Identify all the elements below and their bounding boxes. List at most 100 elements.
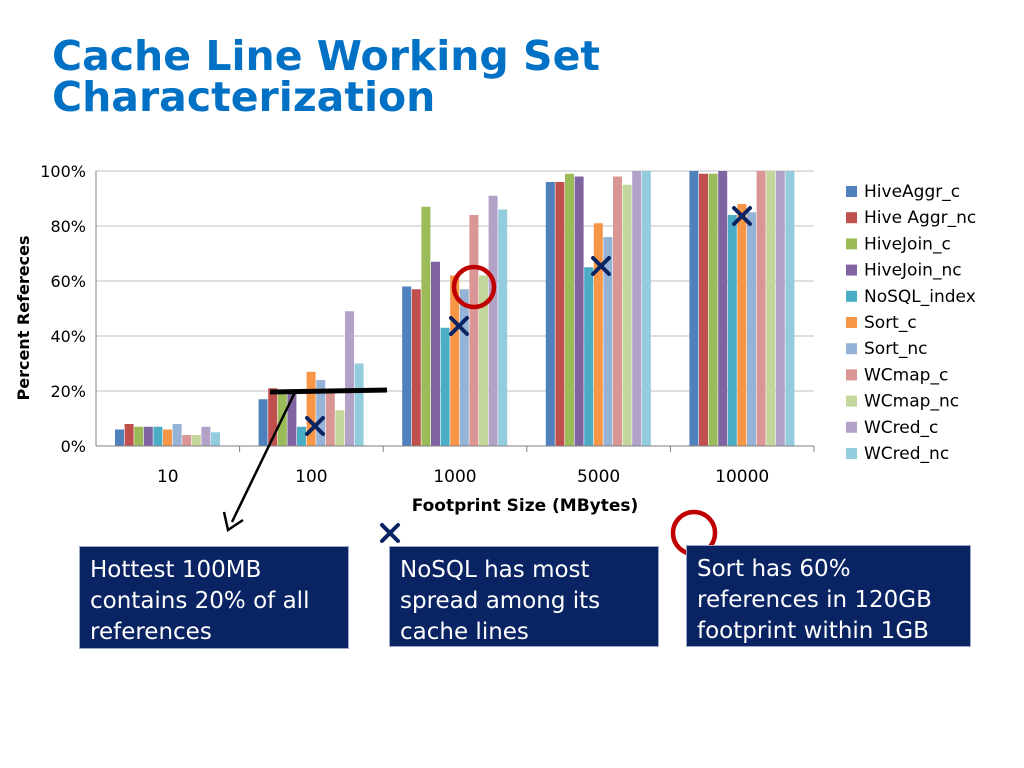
- cross-mark: [380, 523, 400, 543]
- y-axis-title: Percent Refereces: [14, 236, 33, 401]
- legend-entry: WCmap_nc: [864, 392, 959, 412]
- legend-entry: WCred_nc: [864, 444, 949, 464]
- legend-swatch: [846, 317, 857, 328]
- arrow-shaft: [230, 391, 297, 523]
- marker-line: [269, 387, 388, 395]
- bar: [191, 435, 201, 446]
- bar: [593, 223, 603, 446]
- legend-swatch: [846, 186, 857, 197]
- bar: [431, 261, 440, 446]
- bar: [201, 426, 211, 446]
- legend-swatch: [846, 395, 857, 407]
- bar: [727, 215, 737, 446]
- cross-stroke: [732, 206, 752, 226]
- bar: [134, 426, 144, 446]
- slide-title: Cache Line Working Set Characterization: [52, 36, 600, 118]
- callout-line: contains 20% of all: [90, 588, 310, 614]
- bar: [316, 380, 326, 446]
- legend-entry: WCred_c: [864, 418, 938, 438]
- legend-swatch: [846, 264, 857, 276]
- callout-line: references in 120GB: [697, 587, 932, 613]
- bar: [258, 399, 268, 446]
- bar: [124, 424, 134, 446]
- callout-line: NoSQL has most: [400, 557, 590, 583]
- bar: [172, 424, 182, 446]
- callout-hottest-100mb: Hottest 100MB contains 20% of all refere…: [79, 546, 349, 649]
- y-tick-label: 60%: [50, 272, 86, 291]
- bar: [737, 204, 747, 446]
- cross-stroke: [380, 523, 400, 543]
- slide-title-line-2: Characterization: [52, 73, 436, 121]
- bar: [641, 171, 651, 446]
- legend-swatch: [846, 290, 857, 302]
- cross-stroke: [305, 416, 325, 436]
- bar: [354, 363, 364, 446]
- x-tick-label: 1000: [433, 467, 476, 487]
- cross-stroke: [449, 316, 469, 336]
- bar: [785, 171, 795, 446]
- bar: [718, 171, 728, 446]
- legend-swatch: [846, 369, 857, 381]
- bar: [747, 212, 756, 446]
- bar: [297, 426, 306, 446]
- bar: [574, 176, 584, 446]
- slide-title-line-1: Cache Line Working Set: [52, 32, 600, 80]
- bar: [479, 275, 488, 446]
- bar: [613, 176, 622, 446]
- bar: [498, 209, 508, 446]
- arrow-head: [222, 511, 244, 533]
- bar: [163, 429, 172, 446]
- y-tick-label: 0%: [61, 437, 86, 456]
- bar: [345, 311, 354, 446]
- bar: [325, 391, 335, 446]
- bar: [411, 289, 421, 446]
- bar: [440, 327, 450, 446]
- x-tick-label: 10: [157, 467, 179, 487]
- legend-swatch: [846, 421, 857, 433]
- bar: [708, 173, 718, 446]
- legend-entry: Sort_nc: [864, 339, 927, 359]
- bar: [603, 237, 613, 446]
- cross-mark: [305, 416, 325, 436]
- cross-mark: [732, 206, 752, 226]
- axes: 0% 20% 40% 60% 80% 100% 10 100 1000 5000 10000 Foot…: [14, 162, 815, 516]
- bar: [689, 171, 699, 446]
- legend-swatch: [846, 448, 857, 459]
- bar: [545, 182, 555, 446]
- legend-entry: Hive Aggr_nc: [864, 208, 976, 228]
- legend-swatch: [846, 212, 857, 224]
- cross-mark: [591, 256, 611, 276]
- bar: [450, 275, 460, 446]
- bar: [306, 371, 316, 446]
- bar: [268, 388, 278, 446]
- legend-entry: HiveJoin_c: [864, 234, 951, 254]
- bar: [775, 171, 785, 446]
- bar: [766, 171, 776, 446]
- callout-line: Sort has 60%: [697, 556, 851, 582]
- cross-mark: [449, 316, 469, 336]
- bar: [622, 184, 632, 446]
- bar: [421, 206, 431, 446]
- bar: [143, 426, 153, 446]
- bars: [115, 171, 795, 446]
- bar: [488, 195, 498, 446]
- bar: [469, 215, 479, 446]
- legend-entry: WCmap_c: [864, 365, 948, 385]
- bar: [287, 391, 297, 446]
- callout-sort-60pct: Sort has 60% references in 120GB footpri…: [686, 545, 971, 647]
- callout-line: references: [90, 619, 212, 645]
- legend-swatch: [846, 343, 857, 355]
- legend-entry: HiveAggr_c: [864, 182, 960, 202]
- bar: [211, 432, 220, 446]
- x-tick-label: 5000: [577, 467, 620, 487]
- bar: [335, 410, 345, 446]
- bar: [555, 182, 565, 446]
- legend-entry: HiveJoin_nc: [864, 261, 962, 281]
- annotations: [222, 206, 752, 557]
- x-axis-title: Footprint Size (MBytes): [412, 496, 639, 516]
- y-tick-label: 100%: [40, 162, 86, 181]
- highlight-circle: [451, 264, 497, 310]
- bar: [756, 171, 766, 446]
- bar: [115, 429, 124, 446]
